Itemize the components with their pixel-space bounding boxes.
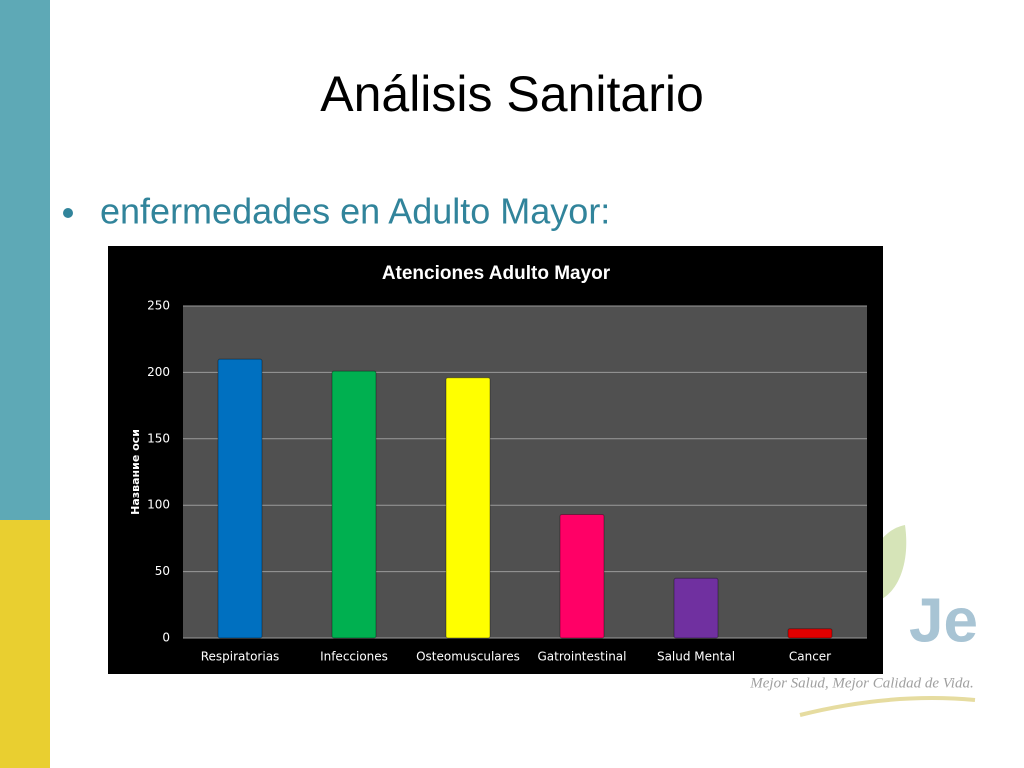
bar bbox=[559, 513, 605, 639]
y-tick-label: 50 bbox=[155, 564, 170, 578]
logo-text: Je bbox=[909, 586, 978, 655]
logo-swoosh bbox=[799, 696, 976, 717]
plot-area bbox=[183, 306, 867, 638]
bar bbox=[673, 577, 719, 639]
x-tick-label: Osteomusculares bbox=[416, 650, 520, 664]
y-tick-label: 0 bbox=[162, 631, 170, 645]
bullet-text: enfermedades en Adulto Mayor: bbox=[100, 191, 610, 232]
y-axis-title: Название оси bbox=[129, 429, 142, 515]
y-tick-label: 150 bbox=[147, 431, 170, 445]
x-tick-label: Respiratorias bbox=[201, 650, 280, 664]
y-tick-label: 100 bbox=[147, 498, 170, 512]
side-stripe-yellow bbox=[0, 520, 50, 768]
bar bbox=[217, 358, 263, 639]
x-tick-label: Salud Mental bbox=[657, 650, 735, 664]
slide-title: Análisis Sanitario bbox=[320, 66, 704, 122]
logo-tagline: Mejor Salud, Mejor Calidad de Vida. bbox=[749, 675, 973, 691]
x-tick-label: Infecciones bbox=[320, 650, 388, 664]
bar bbox=[445, 377, 491, 639]
bar bbox=[331, 370, 377, 639]
y-tick-label: 200 bbox=[147, 365, 170, 379]
x-tick-label: Cancer bbox=[789, 650, 831, 664]
side-stripe-teal bbox=[0, 0, 50, 520]
bar bbox=[787, 628, 833, 639]
bullet-dot bbox=[63, 208, 73, 218]
y-tick-label: 250 bbox=[147, 299, 170, 313]
x-tick-label: Gatrointestinal bbox=[538, 650, 627, 664]
chart-title: Atenciones Adulto Mayor bbox=[382, 263, 611, 284]
